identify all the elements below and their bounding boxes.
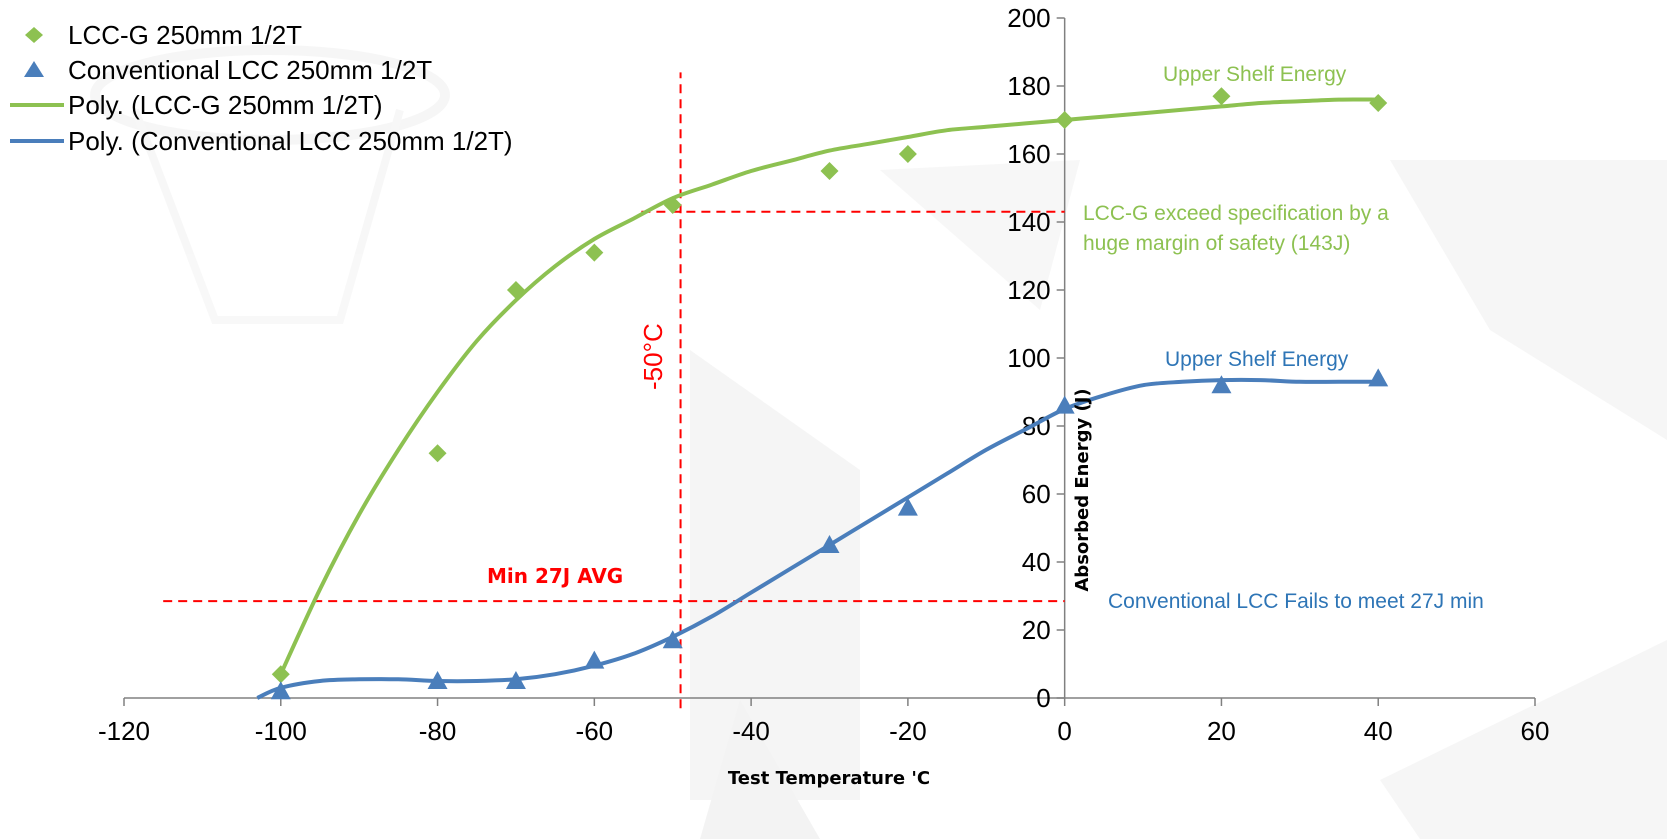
legend-label-conventional: Conventional LCC 250mm 1/2T	[68, 55, 432, 85]
annotation-min-27j: Min 27J AVG	[487, 564, 623, 588]
data-point-conventional	[1211, 375, 1232, 394]
data-point-lcc-g	[271, 665, 290, 684]
data-point-lcc-g	[898, 145, 917, 163]
data-point-lcc-g	[820, 162, 839, 180]
y-axis-title: Absorbed Energy (J)	[1072, 388, 1093, 591]
data-point-conventional	[897, 497, 918, 516]
data-point-lcc-g	[428, 444, 447, 463]
data-point-conventional	[505, 671, 526, 689]
data-point-lcc-g	[1212, 87, 1231, 106]
legend-item-poly-lcc-g: Poly. (LCC-G 250mm 1/2T)	[10, 90, 382, 120]
x-tick-label: 60	[1521, 716, 1550, 746]
data-point-lcc-g	[1055, 111, 1074, 129]
x-tick-label: -120	[98, 716, 150, 746]
legend-triangle-marker	[24, 61, 44, 77]
annotation-fail-note: Conventional LCC Fails to meet 27J min	[1108, 590, 1484, 613]
y-tick-label: 160	[1007, 139, 1050, 169]
y-tick-label: 120	[1007, 275, 1050, 305]
data-point-conventional	[270, 681, 291, 700]
annotations: Upper Shelf Energy LCC-G exceed specific…	[487, 63, 1484, 613]
x-tick-label: -100	[255, 716, 307, 746]
data-point-lcc-g	[663, 196, 682, 214]
y-tick-label: 80	[1022, 411, 1051, 441]
data-point-lcc-g	[585, 243, 604, 262]
y-tick-label: 180	[1007, 71, 1050, 101]
background-watermark	[90, 45, 1667, 839]
legend-item-poly-conventional: Poly. (Conventional LCC 250mm 1/2T)	[10, 126, 513, 156]
data-point-lcc-g	[1369, 94, 1388, 112]
annotation-spec-note-line-2: huge margin of safety (143J)	[1083, 232, 1350, 255]
x-axis-title: Test Temperature 'C	[728, 768, 930, 789]
legend-label-lcc-g: LCC-G 250mm 1/2T	[68, 20, 302, 50]
y-tick-label: 60	[1022, 479, 1051, 509]
trendline-lcc-g	[278, 97, 1379, 676]
data-point-conventional	[427, 671, 448, 689]
annotation-upper-shelf-green: Upper Shelf Energy	[1163, 63, 1347, 86]
y-tick-label: 40	[1022, 547, 1051, 577]
data-point-lcc-g	[506, 281, 525, 299]
x-tick-label: -20	[889, 716, 927, 746]
plot-area: -120 -100 -80 -60 -40 -20 0 20 40 60 0 20 40 60 80 100 1…	[98, 3, 1549, 746]
legend-label-poly-conventional: Poly. (Conventional LCC 250mm 1/2T)	[68, 126, 513, 156]
data-point-conventional	[584, 650, 605, 669]
y-tick-label: 100	[1007, 343, 1050, 373]
y-tick-label: 200	[1007, 3, 1050, 33]
annotation-minus-50c: -50°C	[638, 323, 668, 390]
data-point-conventional	[819, 535, 840, 553]
legend-item-lcc-g: LCC-G 250mm 1/2T	[25, 20, 302, 50]
data-point-conventional	[662, 630, 683, 649]
annotation-spec-note-line-1: LCC-G exceed specification by a	[1083, 202, 1389, 225]
legend-diamond-marker	[25, 27, 43, 43]
y-tick-label: 140	[1007, 207, 1050, 237]
legend-item-conventional: Conventional LCC 250mm 1/2T	[24, 55, 432, 85]
data-point-conventional	[1054, 395, 1075, 414]
annotation-upper-shelf-blue: Upper Shelf Energy	[1165, 348, 1349, 371]
legend-label-poly-lcc-g: Poly. (LCC-G 250mm 1/2T)	[68, 90, 382, 120]
x-tick-label: 40	[1364, 716, 1393, 746]
x-tick-label: -40	[732, 716, 770, 746]
legend: LCC-G 250mm 1/2T Conventional LCC 250mm …	[10, 20, 513, 156]
x-tick-label: -60	[576, 716, 614, 746]
x-tick-label: 20	[1207, 716, 1236, 746]
y-tick-label: 20	[1022, 615, 1051, 645]
data-point-conventional	[1368, 368, 1389, 387]
y-tick-label: 0	[1036, 683, 1050, 713]
x-tick-label: -80	[419, 716, 457, 746]
x-tick-label: 0	[1057, 716, 1071, 746]
